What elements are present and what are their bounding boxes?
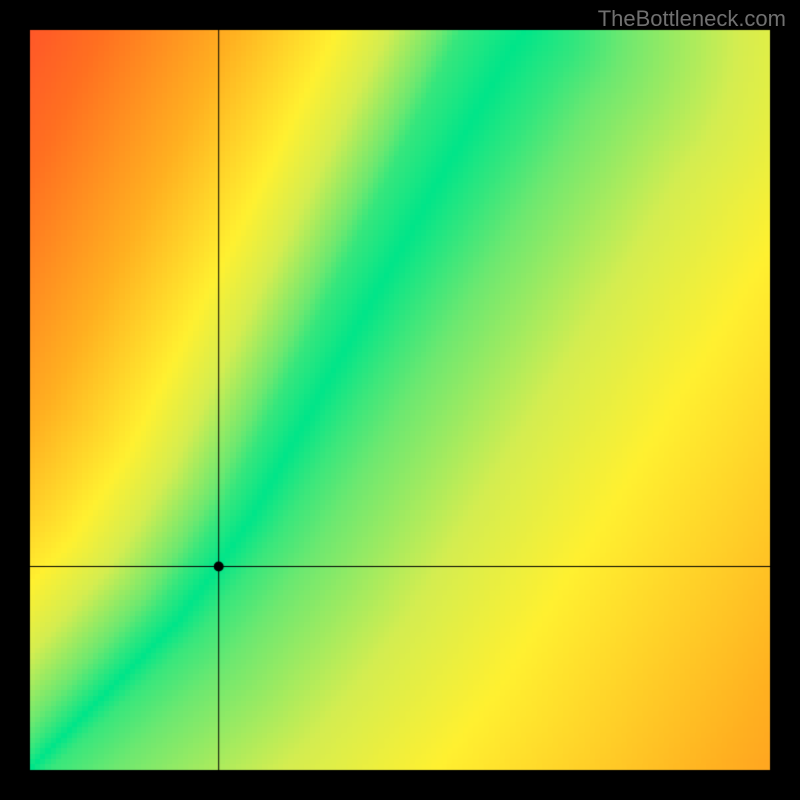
heatmap-canvas [0, 0, 800, 800]
watermark-text: TheBottleneck.com [598, 6, 786, 32]
chart-container: TheBottleneck.com [0, 0, 800, 800]
